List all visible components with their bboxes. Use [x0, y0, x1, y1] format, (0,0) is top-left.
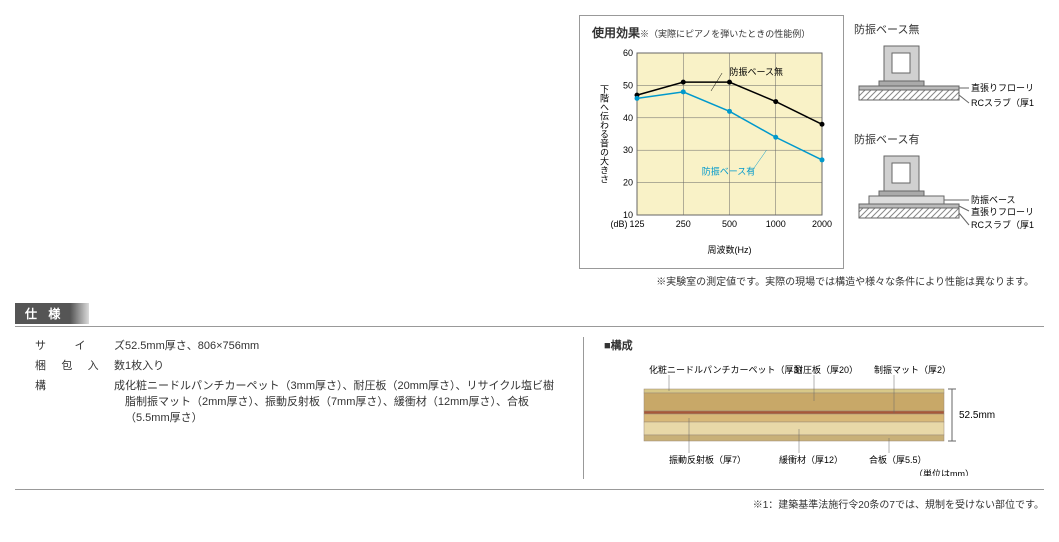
spec-value: 化粧ニードルパンチカーペット（3mm厚さ）、耐圧板（20mm厚さ）、リサイクル塩… — [125, 377, 563, 425]
floor-diagrams: 防振ベース無 直張りフローリング（厚10.5mm） RCスラブ（厚150mm） … — [854, 15, 1044, 269]
diag-label: 直張りフローリング（厚10.5mm） — [971, 82, 1034, 93]
diagram-without-svg: 直張りフローリング（厚10.5mm） RCスラブ（厚150mm） — [854, 41, 1034, 116]
diagram-with-svg: 防振ベース 直張りフローリング（厚10.5mm） RCスラブ（厚150mm） — [854, 151, 1034, 246]
spec-section: 仕 様 サイズ 52.5mm厚さ、806×756mm 梱包入数 1枚入り 構成 … — [15, 303, 1044, 490]
chart-title: 使用効果※（実際にピアノを弾いたときの性能例） — [592, 24, 831, 41]
diagram-without-title: 防振ベース無 — [854, 21, 1044, 37]
spec-label: 構成 — [35, 377, 125, 425]
diag-label: RCスラブ（厚150mm） — [971, 219, 1034, 230]
spec-row-comp: 構成 化粧ニードルパンチカーペット（3mm厚さ）、耐圧板（20mm厚さ）、リサイ… — [35, 377, 563, 425]
footnote: ※1：建築基準法施行令20条の7では、規制を受けない部位です。 — [15, 496, 1044, 511]
diagram-without: 防振ベース無 直張りフローリング（厚10.5mm） RCスラブ（厚150mm） — [854, 21, 1044, 119]
chart-title-text: 使用効果 — [592, 26, 640, 40]
chart-container: 使用効果※（実際にピアノを弾いたときの性能例） 1020304050601252… — [579, 15, 844, 269]
svg-text:60: 60 — [623, 48, 633, 58]
effect-chart: 10203040506012525050010002000防振ベース無防振ベース… — [592, 45, 832, 260]
svg-text:緩衝材（厚12）: 緩衝材（厚12） — [779, 454, 843, 465]
spec-row-size: サイズ 52.5mm厚さ、806×756mm — [35, 337, 563, 353]
svg-text:周波数(Hz): 周波数(Hz) — [708, 244, 752, 255]
composition-panel: ■構成 化粧ニードルパンチカーペット（厚3）耐圧板（厚20） 制振マット（厚2） 振… — [584, 337, 1044, 479]
diag-label: RCスラブ（厚150mm） — [971, 97, 1034, 108]
svg-text:20: 20 — [623, 178, 633, 188]
spec-label: サイズ — [35, 337, 125, 353]
svg-text:1000: 1000 — [766, 219, 786, 229]
spec-label: 梱包入数 — [35, 357, 125, 373]
svg-text:500: 500 — [722, 219, 737, 229]
svg-text:化粧ニードルパンチカーペット（厚3）: 化粧ニードルパンチカーペット（厚3） — [649, 364, 807, 375]
svg-text:2000: 2000 — [812, 219, 832, 229]
svg-text:合板（厚5.5）: 合板（厚5.5） — [869, 454, 927, 465]
svg-text:制振マット（厚2）: 制振マット（厚2） — [874, 364, 951, 375]
svg-text:50: 50 — [623, 80, 633, 90]
chart-subtitle: ※（実際にピアノを弾いたときの性能例） — [640, 29, 810, 39]
spec-value: 1枚入り — [125, 357, 563, 373]
svg-text:振動反射板（厚7）: 振動反射板（厚7） — [669, 454, 746, 465]
spec-row-qty: 梱包入数 1枚入り — [35, 357, 563, 373]
svg-text:下階へ伝わる音の大きさ: 下階へ伝わる音の大きさ — [599, 85, 609, 184]
svg-text:防振ベース無: 防振ベース無 — [730, 66, 784, 77]
svg-text:(dB): (dB) — [610, 219, 627, 229]
svg-text:125: 125 — [629, 219, 644, 229]
svg-text:防振ベース有: 防振ベース有 — [702, 166, 756, 177]
chart-note: ※実験室の測定値です。実際の現場では構造や様々な条件により性能は異なります。 — [15, 273, 1044, 288]
diag-label: 防振ベース — [971, 194, 1016, 205]
spec-value: 52.5mm厚さ、806×756mm — [125, 337, 563, 353]
svg-text:耐圧板（厚20）: 耐圧板（厚20） — [794, 364, 858, 375]
svg-text:40: 40 — [623, 113, 633, 123]
composition-title: ■構成 — [604, 337, 1024, 353]
svg-text:52.5mm: 52.5mm — [959, 410, 995, 421]
spec-table: サイズ 52.5mm厚さ、806×756mm 梱包入数 1枚入り 構成 化粧ニー… — [15, 337, 584, 479]
diagram-with-title: 防振ベース有 — [854, 131, 1044, 147]
spec-heading: 仕 様 — [15, 303, 94, 324]
top-section: 使用効果※（実際にピアノを弾いたときの性能例） 1020304050601252… — [15, 15, 1044, 269]
diagram-with: 防振ベース有 防振ベース 直張りフローリング（厚10.5mm） RCスラブ（厚1… — [854, 131, 1044, 249]
svg-text:30: 30 — [623, 145, 633, 155]
svg-text:（単位はmm）: （単位はmm） — [914, 468, 974, 476]
spec-body: サイズ 52.5mm厚さ、806×756mm 梱包入数 1枚入り 構成 化粧ニー… — [15, 326, 1044, 490]
diag-label: 直張りフローリング（厚10.5mm） — [971, 206, 1034, 217]
svg-text:250: 250 — [676, 219, 691, 229]
composition-diagram: 化粧ニードルパンチカーペット（厚3）耐圧板（厚20） 制振マット（厚2） 振動反射板… — [604, 361, 1024, 476]
